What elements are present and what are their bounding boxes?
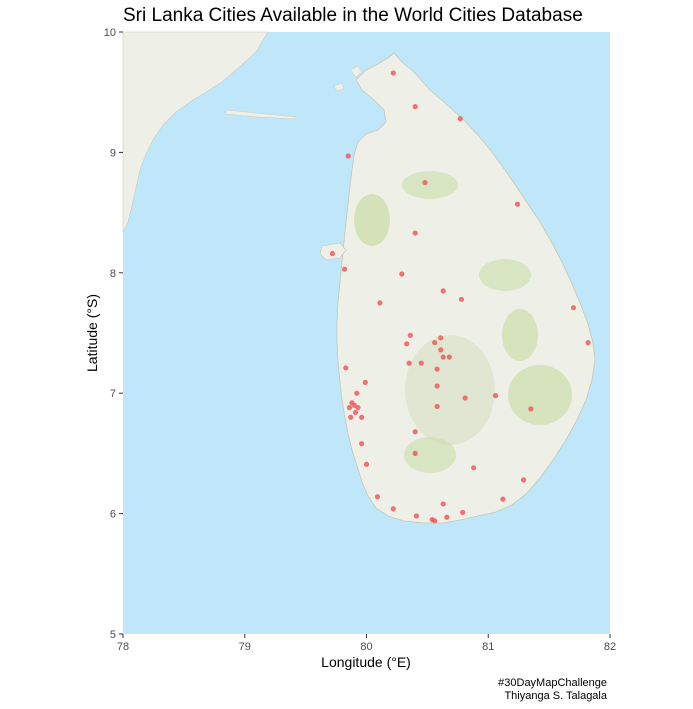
- x-tick-label: 82: [604, 641, 616, 653]
- city-point: [434, 383, 440, 389]
- city-point: [418, 360, 424, 366]
- x-tick-label: 81: [482, 641, 494, 653]
- map-title: Sri Lanka Cities Available in the World …: [123, 5, 583, 26]
- city-point: [440, 501, 446, 507]
- city-point: [355, 405, 361, 411]
- city-point: [359, 414, 365, 420]
- city-point: [440, 354, 446, 360]
- city-point: [570, 305, 577, 311]
- caption-hashtag: #30DayMapChallenge: [498, 677, 607, 689]
- y-tick-label: 8: [110, 268, 116, 280]
- city-point: [346, 405, 353, 411]
- rameswaram-spit: [225, 109, 297, 120]
- y-axis-title: Latitude (°S): [84, 294, 100, 372]
- city-point: [458, 296, 465, 302]
- yala-forest: [508, 365, 572, 425]
- city-point: [462, 395, 468, 401]
- y-tick-label: 10: [104, 27, 116, 39]
- city-point: [348, 414, 354, 420]
- city-point: [399, 271, 405, 277]
- y-axis: 5 6 7 8 9 10: [104, 27, 123, 641]
- india-landmass: [122, 31, 269, 233]
- city-point: [345, 153, 351, 159]
- city-point: [362, 379, 368, 385]
- city-point: [341, 266, 348, 272]
- city-point: [460, 509, 466, 515]
- central-highlands: [405, 335, 495, 445]
- city-point: [377, 300, 383, 306]
- city-point: [374, 494, 381, 500]
- northern-forest: [402, 171, 458, 199]
- city-point: [440, 288, 446, 294]
- city-point: [404, 341, 410, 347]
- city-point: [434, 366, 440, 372]
- sinharaja-forest: [404, 437, 456, 473]
- city-point: [352, 409, 359, 416]
- city-point: [363, 461, 370, 467]
- city-point: [413, 513, 420, 519]
- city-point: [412, 230, 418, 236]
- wilpattu-forest: [354, 194, 390, 246]
- city-point: [514, 201, 521, 207]
- city-point: [422, 179, 428, 186]
- city-point: [528, 406, 534, 412]
- city-point: [351, 402, 357, 408]
- city-point: [500, 496, 506, 502]
- x-axis: 78 79 80 81 82: [117, 634, 616, 653]
- y-tick-label: 9: [110, 147, 116, 159]
- x-axis-title: Longitude (°E): [321, 654, 411, 670]
- city-point: [390, 70, 396, 76]
- city-point: [407, 332, 413, 339]
- city-point: [432, 518, 438, 524]
- x-tick-label: 78: [117, 641, 129, 653]
- city-point: [446, 354, 452, 360]
- city-point: [457, 116, 463, 122]
- y-tick-label: 6: [110, 509, 116, 521]
- city-point: [585, 340, 591, 346]
- city-point: [434, 403, 440, 410]
- city-point: [520, 477, 527, 483]
- wasgamuwa-forest: [502, 309, 538, 361]
- city-point: [329, 250, 336, 257]
- city-point: [471, 465, 477, 471]
- x-tick-label: 80: [360, 641, 372, 653]
- city-point: [432, 340, 438, 346]
- northern-islets: [333, 65, 363, 92]
- city-point: [438, 335, 444, 341]
- city-point: [354, 390, 360, 396]
- city-point: [390, 506, 396, 512]
- city-point: [412, 429, 418, 435]
- x-tick-label: 79: [239, 641, 251, 653]
- city-points: [329, 70, 591, 524]
- city-point: [438, 347, 444, 353]
- y-tick-label: 7: [110, 388, 116, 400]
- city-point: [412, 450, 418, 456]
- east-forest: [479, 259, 531, 291]
- city-point: [492, 393, 499, 399]
- city-point: [444, 514, 450, 520]
- caption: #30DayMapChallenge Thiyanga S. Talagala: [498, 677, 607, 703]
- city-point: [406, 360, 412, 366]
- city-point: [412, 104, 418, 110]
- caption-author: Thiyanga S. Talagala: [504, 690, 607, 702]
- y-tick-label: 5: [110, 629, 116, 641]
- city-point: [359, 441, 365, 447]
- city-point: [343, 365, 349, 371]
